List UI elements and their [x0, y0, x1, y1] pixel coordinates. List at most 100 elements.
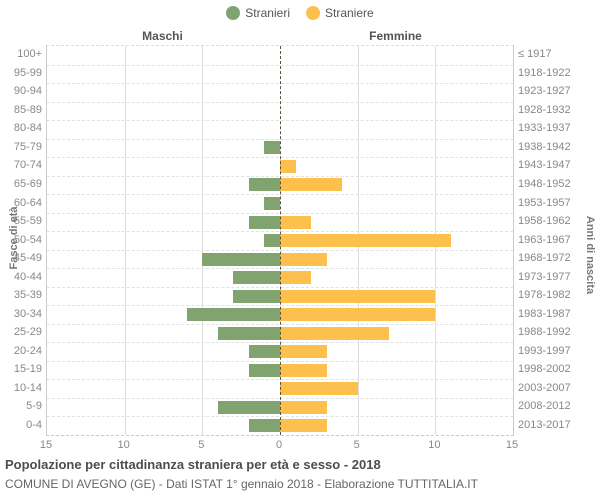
females-half	[280, 65, 513, 84]
birth-year-label: 1978-1982	[518, 289, 571, 302]
age-label: 75-79	[13, 140, 42, 153]
pyramid-row	[47, 139, 513, 158]
males-half	[47, 102, 280, 121]
pyramid-row	[47, 268, 513, 287]
legend-label-stranieri: Stranieri	[245, 6, 290, 20]
females-half	[280, 380, 513, 399]
age-label: 65-69	[13, 177, 42, 190]
x-axis: 15 10 5 0 5 10 15	[40, 439, 518, 455]
age-label: 70-74	[13, 159, 42, 172]
males-half	[47, 157, 280, 176]
vertical-gridline	[202, 46, 204, 435]
birth-year-label: 2008-2012	[518, 400, 571, 413]
bar-female	[280, 234, 451, 248]
males-half	[47, 380, 280, 399]
age-label: 25-29	[13, 326, 42, 339]
males-half	[47, 65, 280, 84]
bar-male	[264, 234, 280, 248]
males-half	[47, 361, 280, 380]
bar-female	[280, 326, 389, 340]
females-half	[280, 139, 513, 158]
x-tick-label: 10	[117, 439, 130, 451]
males-half	[47, 268, 280, 287]
males-half	[47, 213, 280, 232]
birth-year-label: 1963-1967	[518, 233, 571, 246]
females-half	[280, 398, 513, 417]
birth-year-label: 1958-1962	[518, 215, 571, 228]
females-half	[280, 268, 513, 287]
males-half	[47, 324, 280, 343]
age-label: 30-34	[13, 307, 42, 320]
legend-label-straniere: Straniere	[324, 6, 374, 20]
age-label: 60-64	[13, 196, 42, 209]
males-half	[47, 120, 280, 139]
males-half	[47, 250, 280, 269]
males-half	[47, 231, 280, 250]
birth-year-label: 1918-1922	[518, 66, 571, 79]
straniere-swatch-icon	[305, 6, 320, 20]
females-half	[280, 361, 513, 380]
bar-female	[280, 419, 327, 433]
males-half	[47, 46, 280, 65]
bar-female	[280, 271, 312, 285]
age-label: 95-99	[13, 66, 42, 79]
females-half	[280, 287, 513, 306]
birth-year-label: 1928-1932	[518, 103, 571, 116]
bar-male	[248, 215, 280, 229]
birth-year-label: 1938-1942	[518, 140, 571, 153]
legend-item-stranieri[interactable]: Stranieri	[226, 6, 290, 20]
bar-female	[280, 289, 436, 303]
pyramid-row	[47, 231, 513, 250]
bar-male	[217, 400, 280, 414]
females-half	[280, 250, 513, 269]
bar-female	[280, 345, 327, 359]
age-label: 15-19	[13, 363, 42, 376]
bar-male	[264, 197, 280, 211]
females-half	[280, 231, 513, 250]
females-half	[280, 305, 513, 324]
pyramid-row	[47, 361, 513, 380]
pyramid-row	[47, 324, 513, 343]
maschi-label: Maschi	[142, 29, 183, 43]
bar-female	[280, 215, 312, 229]
pyramid-row	[47, 417, 513, 436]
males-half	[47, 305, 280, 324]
males-half	[47, 287, 280, 306]
bar-male	[202, 252, 280, 266]
plot-area	[46, 45, 514, 436]
chart-title: Popolazione per cittadinanza straniera p…	[5, 457, 381, 472]
birth-year-label: ≤ 1917	[518, 48, 552, 61]
bar-male	[233, 271, 280, 285]
bar-male	[248, 363, 280, 377]
birth-year-label: 1953-1957	[518, 196, 571, 209]
age-label: 35-39	[13, 289, 42, 302]
females-half	[280, 324, 513, 343]
age-label: 100+	[17, 48, 42, 61]
age-label: 50-54	[13, 233, 42, 246]
pyramid-row	[47, 305, 513, 324]
males-half	[47, 176, 280, 195]
bar-male	[264, 141, 280, 155]
pyramid-row	[47, 398, 513, 417]
x-tick-label: 0	[275, 439, 283, 451]
bar-female	[280, 400, 327, 414]
vertical-gridline	[124, 46, 126, 435]
birth-year-label: 2013-2017	[518, 418, 571, 431]
x-tick-label: 10	[428, 439, 441, 451]
bar-female	[280, 308, 436, 322]
males-half	[47, 417, 280, 436]
bar-female	[280, 363, 327, 377]
age-label: 0-4	[26, 418, 42, 431]
legend-item-straniere[interactable]: Straniere	[305, 6, 374, 20]
birth-year-label: 1943-1947	[518, 159, 571, 172]
x-tick-label: 15	[39, 439, 53, 451]
bar-male	[233, 289, 280, 303]
birth-year-label: 1998-2002	[518, 363, 571, 376]
bar-female	[280, 178, 343, 192]
bar-male	[217, 326, 280, 340]
bar-male	[186, 308, 280, 322]
females-half	[280, 83, 513, 102]
age-label: 55-59	[13, 215, 42, 228]
males-half	[47, 343, 280, 362]
